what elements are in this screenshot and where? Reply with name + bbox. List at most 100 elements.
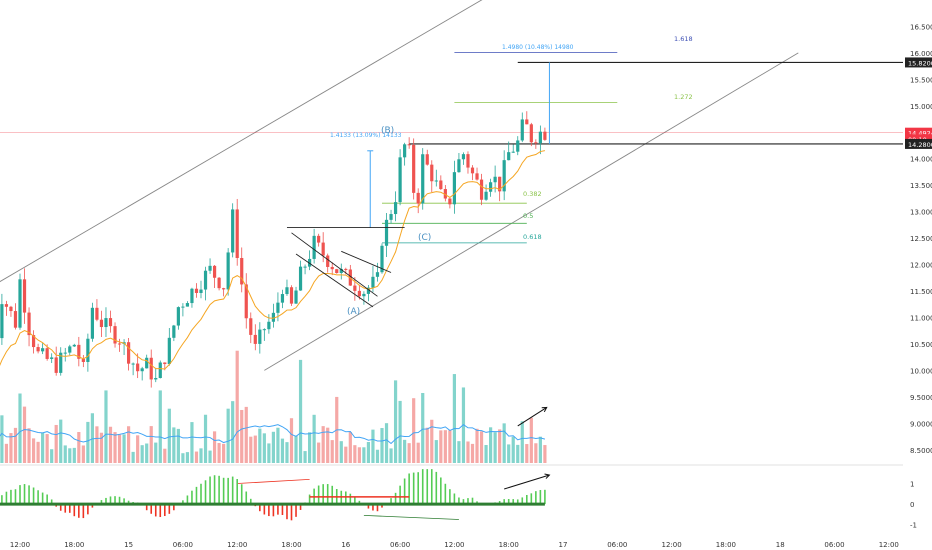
- candle[interactable]: [353, 285, 357, 291]
- candle[interactable]: [4, 304, 9, 307]
- candle[interactable]: [452, 172, 456, 205]
- candle[interactable]: [63, 352, 67, 354]
- candle[interactable]: [163, 362, 167, 365]
- candle[interactable]: [253, 334, 257, 344]
- candle[interactable]: [434, 180, 438, 182]
- candle[interactable]: [154, 378, 158, 380]
- candle[interactable]: [276, 302, 280, 313]
- candle[interactable]: [222, 288, 226, 290]
- candle[interactable]: [520, 119, 524, 141]
- candle[interactable]: [167, 337, 171, 365]
- candle[interactable]: [461, 154, 466, 160]
- candle[interactable]: [104, 318, 108, 328]
- candle[interactable]: [498, 176, 502, 192]
- candle[interactable]: [538, 131, 542, 144]
- candle[interactable]: [294, 290, 298, 304]
- candle[interactable]: [430, 164, 434, 182]
- candle[interactable]: [22, 279, 27, 313]
- candle[interactable]: [181, 306, 185, 308]
- candle[interactable]: [50, 357, 54, 359]
- candle[interactable]: [244, 284, 248, 319]
- candle[interactable]: [516, 140, 520, 152]
- candle[interactable]: [249, 318, 253, 335]
- candle[interactable]: [344, 268, 348, 270]
- candle[interactable]: [357, 290, 361, 297]
- candle[interactable]: [271, 312, 275, 322]
- candle[interactable]: [208, 265, 212, 271]
- candle[interactable]: [95, 307, 99, 320]
- candle[interactable]: [203, 270, 208, 290]
- candle[interactable]: [470, 167, 475, 174]
- candle[interactable]: [258, 329, 262, 344]
- candle[interactable]: [77, 344, 81, 359]
- candle[interactable]: [280, 294, 285, 303]
- candle[interactable]: [335, 269, 339, 274]
- candle[interactable]: [543, 131, 547, 140]
- candle[interactable]: [529, 124, 533, 143]
- candle[interactable]: [321, 242, 325, 256]
- time-axis[interactable]: 12:00 18:00 15 06:00 12:00 18:00 16 06:00 12:00 1…: [10, 541, 932, 549]
- candle[interactable]: [375, 272, 380, 277]
- candle[interactable]: [131, 363, 135, 365]
- candle[interactable]: [127, 342, 131, 364]
- candle[interactable]: [41, 348, 45, 352]
- candle[interactable]: [149, 357, 153, 380]
- candle[interactable]: [534, 142, 538, 144]
- candle[interactable]: [330, 266, 334, 270]
- candle[interactable]: [145, 357, 149, 369]
- candle[interactable]: [448, 198, 452, 205]
- candle[interactable]: [412, 144, 416, 193]
- candle[interactable]: [326, 255, 330, 267]
- candle[interactable]: [380, 245, 384, 273]
- candle[interactable]: [136, 363, 140, 372]
- candle[interactable]: [407, 144, 411, 146]
- candle[interactable]: [13, 311, 18, 328]
- candle[interactable]: [425, 154, 429, 165]
- candle[interactable]: [393, 202, 398, 215]
- candle[interactable]: [439, 180, 443, 190]
- candle[interactable]: [398, 157, 402, 203]
- candle[interactable]: [158, 362, 162, 379]
- candle[interactable]: [362, 293, 366, 297]
- candle[interactable]: [54, 357, 58, 373]
- candle[interactable]: [457, 159, 461, 173]
- candle[interactable]: [45, 348, 49, 359]
- candle[interactable]: [502, 160, 506, 192]
- candle[interactable]: [403, 144, 407, 158]
- candle[interactable]: [0, 304, 4, 339]
- candle[interactable]: [303, 266, 307, 268]
- candle[interactable]: [86, 338, 90, 362]
- price-axis[interactable]: 16.500016.000015.500015.000014.500014.00…: [905, 23, 932, 530]
- candle[interactable]: [475, 173, 479, 180]
- candle[interactable]: [18, 279, 22, 328]
- candle[interactable]: [312, 235, 316, 259]
- candle[interactable]: [27, 312, 31, 336]
- candle[interactable]: [185, 303, 190, 307]
- candle[interactable]: [285, 287, 289, 295]
- candle[interactable]: [113, 326, 117, 344]
- candle[interactable]: [511, 151, 515, 153]
- candle[interactable]: [194, 288, 199, 293]
- candle[interactable]: [525, 119, 529, 125]
- candle[interactable]: [443, 189, 447, 199]
- candle[interactable]: [31, 335, 36, 348]
- candle[interactable]: [371, 276, 375, 288]
- candle[interactable]: [9, 306, 13, 312]
- candle[interactable]: [217, 277, 221, 289]
- candle[interactable]: [240, 257, 244, 285]
- candle[interactable]: [172, 325, 176, 338]
- candle[interactable]: [99, 319, 104, 328]
- candle[interactable]: [479, 179, 484, 200]
- candle[interactable]: [489, 182, 493, 192]
- candle[interactable]: [212, 265, 217, 278]
- candle[interactable]: [484, 191, 488, 200]
- candle[interactable]: [90, 307, 94, 339]
- candle[interactable]: [262, 329, 266, 331]
- candle[interactable]: [190, 288, 194, 304]
- candle[interactable]: [117, 343, 122, 345]
- candle[interactable]: [226, 252, 230, 290]
- candle[interactable]: [36, 347, 40, 352]
- candle[interactable]: [366, 287, 371, 294]
- candle[interactable]: [298, 266, 303, 291]
